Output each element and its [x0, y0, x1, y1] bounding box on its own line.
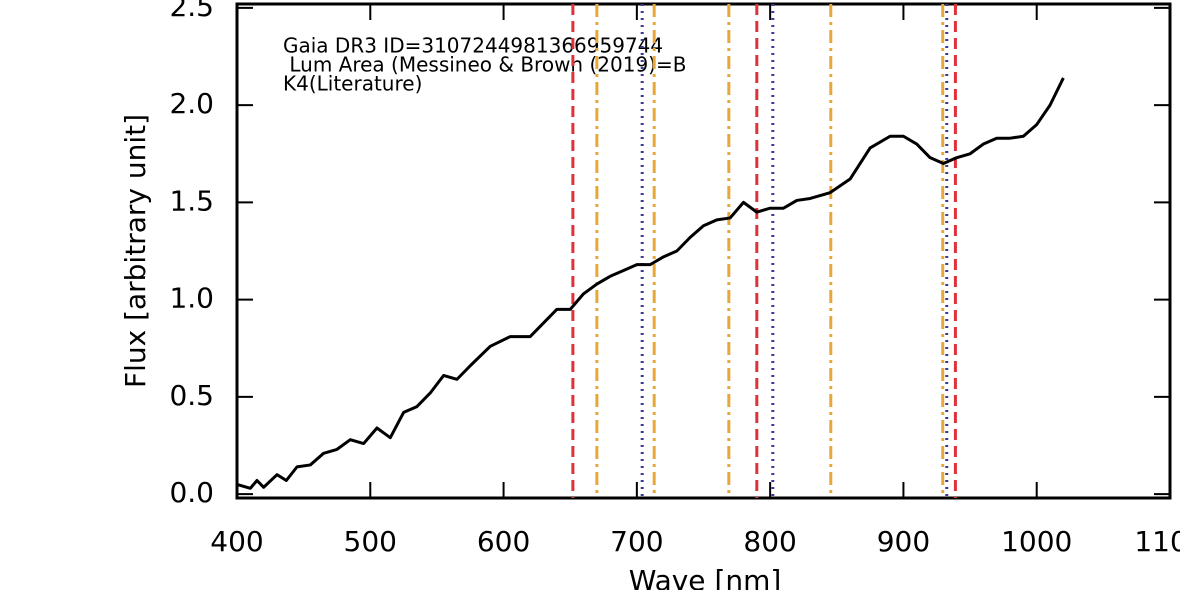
plot-frame	[235, 2, 1172, 500]
x-tick-label: 1000	[1001, 525, 1072, 558]
annotation: K4(Literature)	[283, 72, 422, 96]
y-tick-label: 0.0	[169, 476, 214, 509]
x-tick-label: 700	[610, 525, 663, 558]
x-tick-label: 500	[344, 525, 397, 558]
y-tick-label: 1.0	[169, 282, 214, 315]
y-tick-label: 2.0	[169, 87, 214, 120]
annotation: Lum Area (Messineo & Brown (2019)=B	[283, 53, 686, 77]
x-tick-label: 400	[210, 525, 263, 558]
x-axis-label: Wave [nm]	[629, 564, 782, 590]
y-tick-label: 2.5	[169, 0, 214, 23]
x-tick-label: 800	[743, 525, 796, 558]
spectrum-line	[236, 77, 1065, 490]
x-tick-label: 600	[477, 525, 530, 558]
y-axis-label: Flux [arbitrary unit]	[119, 114, 152, 388]
y-tick-label: 1.5	[169, 184, 214, 217]
annotation: Gaia DR3 ID=3107244981366959744	[283, 34, 663, 58]
y-tick-label: 0.5	[169, 379, 214, 412]
x-tick-label: 900	[877, 525, 930, 558]
